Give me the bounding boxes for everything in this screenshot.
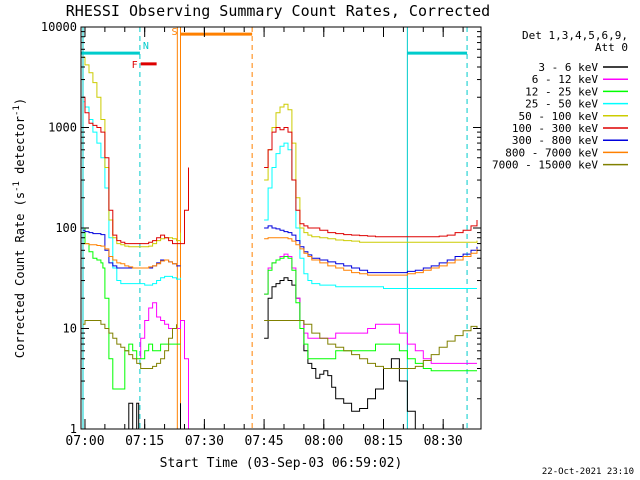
- x-tick-label-08-30: 08:30: [424, 434, 463, 449]
- x-tick-label-07-30: 07:30: [185, 434, 224, 449]
- y-axis-label-main: Corrected Count Rate (s: [13, 192, 27, 358]
- series-line-3-6-kev-seg0: [126, 402, 140, 429]
- y-tick-label-100: 100: [55, 221, 77, 235]
- series-line-100-300-kev-seg0: [83, 96, 189, 245]
- series-line-300-800-kev-seg1: [264, 225, 478, 274]
- legend-label-50-100-kev: 50 - 100 keV: [519, 110, 599, 123]
- y-tick-label-1000: 1000: [48, 121, 77, 135]
- series-line-100-300-kev-seg1: [264, 127, 478, 238]
- chart-title: RHESSI Observing Summary Count Rates, Co…: [66, 2, 490, 20]
- series-line-50-100-kev-seg0: [83, 56, 181, 248]
- series-line-6-12-kev-seg1: [264, 253, 477, 364]
- series-line-12-25-kev-seg0: [83, 227, 181, 390]
- y-axis-label-sup1: -1: [12, 181, 22, 192]
- legend-label-3-6-kev: 3 - 6 keV: [538, 61, 598, 74]
- y-tick-label-10000: 10000: [41, 20, 77, 34]
- legend-label-25-50-kev: 25 - 50 keV: [525, 98, 598, 111]
- x-axis-label: Start Time (03-Sep-03 06:59:02): [160, 456, 403, 471]
- footer-timestamp: 22-Oct-2021 23:10: [542, 467, 634, 477]
- series-line-6-12-kev-seg0: [138, 302, 189, 429]
- series-line-800-7000-kev-seg0: [83, 243, 177, 269]
- x-tick-label-07-15: 07:15: [125, 434, 164, 449]
- x-tick-label-08-00: 08:00: [304, 434, 343, 449]
- series-line-7000-15000-kev-seg0: [83, 320, 177, 369]
- series-line-3-6-kev-seg1: [177, 403, 181, 429]
- legend-label-100-300-kev: 100 - 300 keV: [512, 122, 598, 135]
- y-tick-label-10: 10: [63, 322, 77, 336]
- legend-label-7000-15000-kev: 7000 - 15000 keV: [492, 159, 598, 172]
- y-axis-label-end: ): [13, 98, 27, 105]
- x-tick-label-08-15: 08:15: [364, 434, 403, 449]
- series-line-50-100-kev-seg1: [264, 103, 478, 243]
- series-line-3-6-kev-seg2: [264, 277, 477, 429]
- legend-label-800-7000-kev: 800 - 7000 keV: [505, 146, 598, 159]
- legend-header-line1: Det 1,3,4,5,6,9,: [522, 29, 628, 42]
- y-axis-label: Corrected Count Rate (s-1 detector-1): [12, 98, 27, 358]
- legend-label-6-12-kev: 6 - 12 keV: [532, 73, 599, 86]
- annotation-label-n: N: [143, 41, 149, 52]
- x-tick-label-07-00: 07:00: [65, 434, 104, 449]
- y-tick-label-1: 1: [70, 422, 77, 436]
- annotation-label-s: S: [171, 27, 177, 38]
- series-line-25-50-kev-seg0: [83, 101, 181, 286]
- legend-header-line2: Att 0: [595, 41, 628, 54]
- y-axis-label-mid: detector: [13, 116, 27, 181]
- annotation-label-f: F: [132, 60, 138, 71]
- series-line-25-50-kev-seg1: [264, 142, 477, 289]
- series-line-7000-15000-kev-seg1: [264, 320, 478, 369]
- legend-label-12-25-kev: 12 - 25 keV: [525, 85, 598, 98]
- y-axis-label-sup2: -1: [12, 105, 22, 116]
- x-tick-label-07-45: 07:45: [245, 434, 284, 449]
- series-line-800-7000-kev-seg1: [264, 237, 478, 276]
- legend-label-300-800-kev: 300 - 800 keV: [512, 134, 598, 147]
